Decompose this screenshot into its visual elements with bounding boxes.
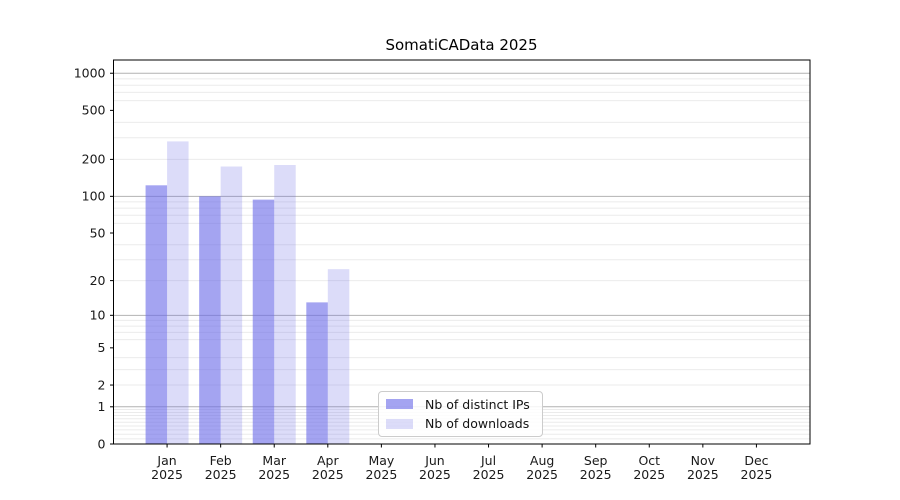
legend-swatch-downloads-icon [386,418,413,429]
bar-mar-series0 [252,199,275,444]
x-tick-label-month: Nov [691,453,716,468]
x-tick-label-year: 2025 [687,467,719,482]
x-tick-label-month: Mar [262,453,286,468]
x-tick-label-month: Oct [638,453,660,468]
x-tick-label-month: Jan [156,453,176,468]
bar-apr-series1 [327,269,350,444]
legend: Nb of distinct IPs Nb of downloads [378,391,543,437]
x-tick-label-month: Apr [317,453,339,468]
x-tick-label-year: 2025 [526,467,558,482]
y-tick-label: 200 [82,152,106,167]
legend-swatch-distinct-ips-icon [386,399,413,410]
x-tick-label-month: Aug [530,453,554,468]
x-tick-label-year: 2025 [258,467,290,482]
x-tick-label-year: 2025 [633,467,665,482]
y-tick-label: 1 [98,399,106,414]
x-tick-label-year: 2025 [151,467,183,482]
x-tick-label-year: 2025 [365,467,397,482]
x-tick-label-month: Feb [210,453,232,468]
bar-jan-series1 [167,141,189,444]
x-tick-label-year: 2025 [741,467,773,482]
y-tick-label: 500 [82,103,106,118]
bar-jan-series0 [145,185,168,444]
y-tick-label: 100 [82,189,106,204]
plot-border [113,59,811,445]
chart-title: SomatiCAData 2025 [385,36,538,54]
x-tick-label-year: 2025 [473,467,505,482]
bar-apr-series0 [306,302,328,444]
y-tick-label: 50 [90,225,106,240]
x-tick-label-month: Sep [584,453,608,468]
x-tick-label-year: 2025 [580,467,612,482]
x-tick-label-month: Jul [480,453,496,468]
x-tick-label-year: 2025 [205,467,237,482]
y-tick-label: 0 [98,436,106,451]
x-tick-label-year: 2025 [312,467,344,482]
legend-label-downloads: Nb of downloads [425,416,530,432]
y-tick-label: 5 [98,340,106,355]
x-tick-label-year: 2025 [419,467,451,482]
bar-feb-series0 [199,196,221,444]
y-tick-label: 10 [90,308,106,323]
x-tick-label-month: Jun [424,453,445,468]
y-tick-label: 1000 [74,66,106,81]
legend-item-downloads: Nb of downloads [386,416,535,433]
bar-mar-series1 [274,165,296,444]
y-tick-label: 20 [90,273,106,288]
y-tick-label: 2 [98,377,106,392]
legend-item-distinct-ips: Nb of distinct IPs [386,396,535,413]
legend-label-distinct-ips: Nb of distinct IPs [425,396,530,412]
x-tick-label-month: May [368,453,394,468]
x-tick-label-month: Dec [744,453,768,468]
bar-feb-series1 [220,166,243,444]
